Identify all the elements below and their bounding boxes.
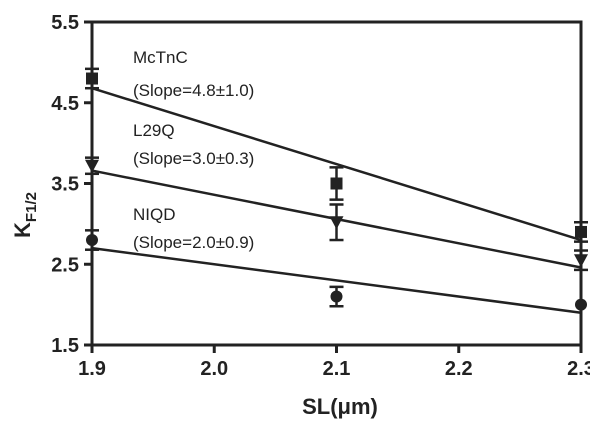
y-axis-label-main: K [10,222,35,238]
y-tick-label-4: 5.5 [51,12,79,34]
y-tick-label-2: 3.5 [51,174,79,196]
y-tick-label-3: 4.5 [51,93,79,115]
annotation-slope-l29q: (Slope=3.0±0.3) [133,149,254,168]
point-mctnc-2 [575,225,587,238]
point-l29q-2 [574,254,588,268]
axes: 1.9 2.0 2.1 2.2 2.3 1.5 2.5 3.5 4.5 5.5 [51,12,590,380]
series-mctnc: McTnC (Slope=4.8±1.0) [85,48,588,243]
point-l29q-1 [329,216,344,230]
y-tick-label-1: 2.5 [51,254,79,276]
annotation-name-l29q: L29Q [133,121,175,140]
annotation-name-mctnc: McTnC [133,48,188,67]
annotation-name-niqd: NIQD [133,205,176,224]
point-niqd-2 [575,298,587,311]
annotation-slope-mctnc: (Slope=4.8±1.0) [133,81,254,100]
point-mctnc-1 [330,177,343,190]
fit-line-mctnc [91,87,582,242]
x-tick-label-1: 2.0 [200,358,228,380]
x-tick-label-0: 1.9 [78,358,106,380]
point-niqd-1 [330,290,343,303]
series-layer: McTnC (Slope=4.8±1.0) L29Q (Slope=3.0±0.3) N… [85,48,588,314]
fit-line-niqd [91,246,582,314]
x-tick-label-2: 2.1 [323,358,351,380]
annotation-slope-niqd: (Slope=2.0±0.9) [133,233,254,252]
point-l29q-0 [85,159,99,173]
y-axis-label: KF1/2 [10,192,40,238]
x-tick-label-4: 2.3 [567,358,590,380]
point-niqd-0 [86,234,98,247]
y-axis-label-subscript: F1/2 [23,192,40,222]
y-tick-label-0: 1.5 [51,335,79,357]
x-tick-label-3: 2.2 [445,358,473,380]
series-l29q: L29Q (Slope=3.0±0.3) [85,121,588,272]
x-axis-label: SL(μm) [302,394,378,419]
series-niqd: NIQD (Slope=2.0±0.9) [85,205,587,314]
point-mctnc-0 [86,72,98,85]
